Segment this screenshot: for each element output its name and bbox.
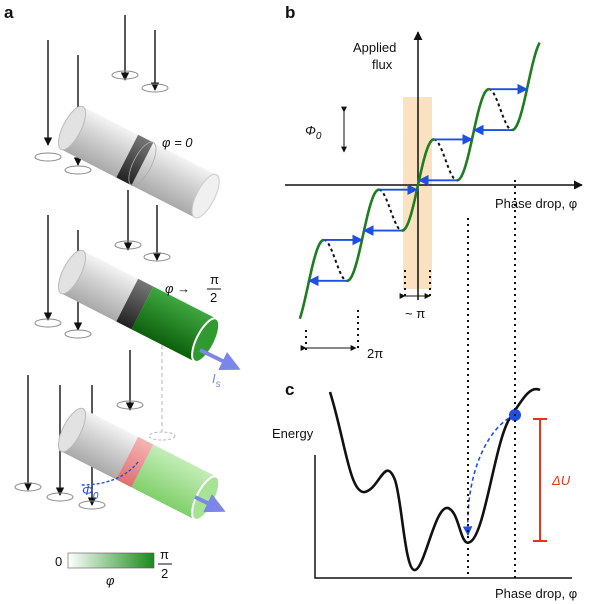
stable-branch — [511, 41, 541, 132]
period-label: Φ0 — [305, 123, 322, 142]
current-subscript: s — [216, 379, 221, 390]
phase-fraction: π — [210, 272, 219, 287]
y-axis-label: flux — [372, 57, 393, 72]
x-axis-label: Phase drop, φ — [495, 196, 577, 211]
barrier-label: ΔU — [551, 473, 571, 488]
panel-label: c — [285, 380, 294, 399]
unstable-branch — [323, 239, 347, 282]
panel-label: b — [285, 3, 295, 22]
energy-curve — [328, 387, 541, 572]
colorbar — [67, 552, 155, 569]
current-arrow — [199, 348, 241, 370]
unstable-branch — [379, 188, 403, 232]
period-label: 2π — [367, 346, 383, 361]
stable-branch — [456, 87, 489, 182]
panel-label: a — [4, 3, 14, 22]
phase-label: φ = 0 — [162, 135, 193, 150]
flux-symbol: Φ — [305, 123, 316, 138]
axes — [314, 455, 572, 579]
guide-lines — [305, 180, 516, 578]
escape-path — [462, 414, 516, 536]
y-axis-label: Applied — [353, 40, 396, 55]
panel-b: b Applied flux Phase drop, φ Φ0 ~ π 2π — [285, 3, 583, 361]
barrier-bracket — [533, 418, 547, 542]
flux-subscript: 0 — [316, 131, 322, 142]
width-label: ~ π — [405, 306, 425, 321]
unstable-branch — [488, 88, 512, 131]
panel-a: a φ = 0 φ → — [4, 3, 241, 588]
current-arrow — [194, 494, 226, 513]
phase-arrow — [79, 461, 139, 486]
y-axis-label: Energy — [272, 426, 314, 441]
flux-symbol: Φ — [82, 483, 93, 498]
stable-branch — [346, 188, 380, 283]
phase-label: φ → — [165, 281, 190, 296]
unstable-branch — [433, 138, 457, 182]
colorbar-max: π — [160, 547, 169, 562]
flux-loops — [14, 70, 176, 510]
phase-fraction: 2 — [210, 290, 217, 305]
flux-subscript: 0 — [93, 491, 99, 502]
cylinder — [57, 249, 221, 363]
colorbar-min: 0 — [55, 554, 62, 569]
x-axis-label: Phase drop, φ — [495, 586, 577, 601]
colorbar-max: 2 — [161, 566, 168, 581]
colorbar-label: φ — [106, 573, 115, 588]
cylinder — [57, 407, 221, 521]
current-label: Is — [212, 371, 221, 390]
flux-label: Φ0 — [82, 483, 99, 502]
current-symbol: I — [212, 371, 216, 386]
panel-c: c Energy Phase drop, φ ΔU — [272, 380, 577, 601]
cylinder — [57, 105, 220, 219]
stable-branch — [298, 238, 325, 320]
